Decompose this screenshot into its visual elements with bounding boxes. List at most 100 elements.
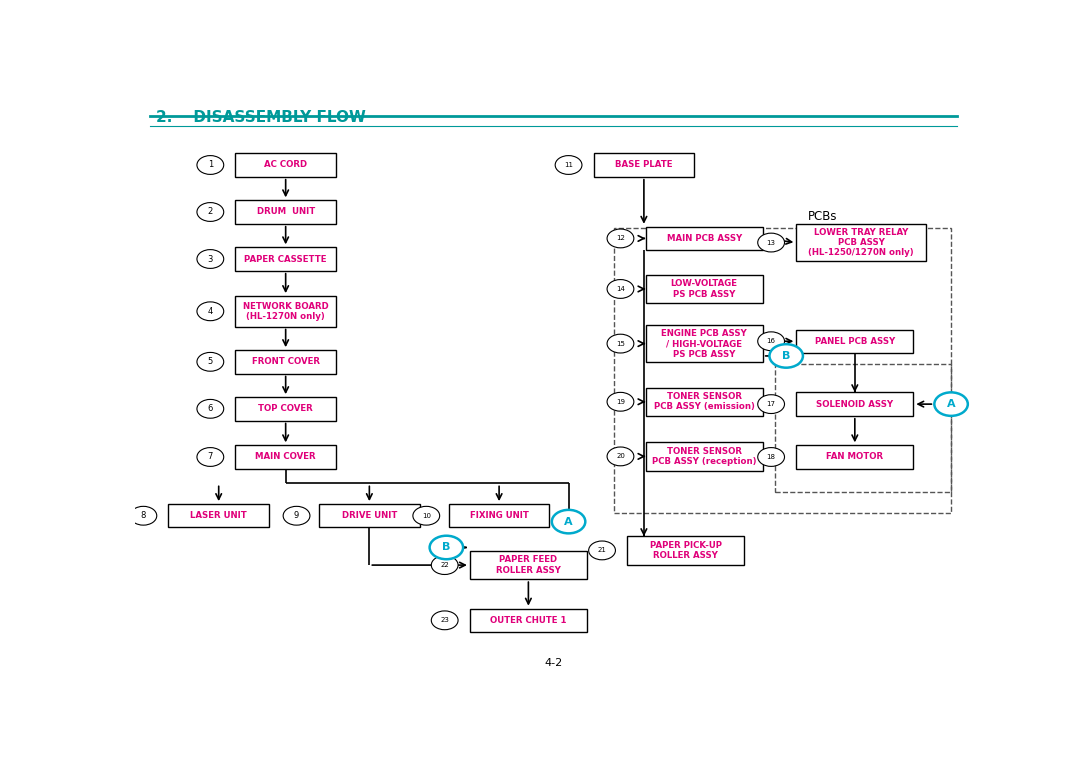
Bar <box>613 228 951 513</box>
Text: PAPER FEED
ROLLER ASSY: PAPER FEED ROLLER ASSY <box>496 555 561 575</box>
Text: 8: 8 <box>140 511 146 520</box>
Circle shape <box>607 229 634 248</box>
Circle shape <box>758 448 784 466</box>
Text: 7: 7 <box>207 452 213 462</box>
Text: PAPER CASSETTE: PAPER CASSETTE <box>244 255 327 263</box>
Circle shape <box>430 536 463 559</box>
Circle shape <box>197 156 224 175</box>
Text: 2: 2 <box>207 208 213 217</box>
Text: FAN MOTOR: FAN MOTOR <box>826 452 883 462</box>
Text: 4: 4 <box>207 307 213 316</box>
Circle shape <box>555 156 582 175</box>
Text: 4-2: 4-2 <box>544 658 563 668</box>
Bar <box>646 443 762 471</box>
Text: 12: 12 <box>616 236 625 241</box>
Text: 5: 5 <box>207 357 213 366</box>
Text: 2.    DISASSEMBLY FLOW: 2. DISASSEMBLY FLOW <box>156 111 366 125</box>
Text: OUTER CHUTE 1: OUTER CHUTE 1 <box>490 616 567 625</box>
Text: TOP COVER: TOP COVER <box>258 404 313 414</box>
Text: 19: 19 <box>616 399 625 404</box>
Text: TONER SENSOR
PCB ASSY (emission): TONER SENSOR PCB ASSY (emission) <box>653 392 755 411</box>
Text: LOW-VOLTAGE
PS PCB ASSY: LOW-VOLTAGE PS PCB ASSY <box>671 279 738 298</box>
Circle shape <box>283 507 310 525</box>
Text: A: A <box>947 399 956 409</box>
Circle shape <box>758 233 784 252</box>
Text: PANEL PCB ASSY: PANEL PCB ASSY <box>814 336 895 346</box>
Text: FIXING UNIT: FIXING UNIT <box>470 511 528 520</box>
Bar <box>627 536 744 565</box>
Bar <box>796 392 914 416</box>
Circle shape <box>197 250 224 269</box>
Text: BASE PLATE: BASE PLATE <box>616 160 673 169</box>
Text: 15: 15 <box>616 340 625 346</box>
Circle shape <box>413 507 440 525</box>
Text: TONER SENSOR
PCB ASSY (reception): TONER SENSOR PCB ASSY (reception) <box>652 446 756 466</box>
Text: LOWER TRAY RELAY
PCB ASSY
(HL-1250/1270N only): LOWER TRAY RELAY PCB ASSY (HL-1250/1270N… <box>808 227 914 257</box>
Text: 11: 11 <box>564 162 573 168</box>
Bar <box>235 350 336 374</box>
Circle shape <box>197 399 224 418</box>
Text: B: B <box>442 542 450 552</box>
Text: A: A <box>564 517 572 526</box>
Text: DRUM  UNIT: DRUM UNIT <box>257 208 314 217</box>
Circle shape <box>607 447 634 465</box>
Text: 23: 23 <box>441 617 449 623</box>
Bar <box>235 296 336 327</box>
Bar <box>235 446 336 468</box>
Bar <box>470 551 588 579</box>
Text: MAIN PCB ASSY: MAIN PCB ASSY <box>666 234 742 243</box>
Bar <box>796 330 914 353</box>
Text: 17: 17 <box>767 401 775 407</box>
Circle shape <box>197 302 224 320</box>
Text: 6: 6 <box>207 404 213 414</box>
Bar <box>235 397 336 420</box>
Circle shape <box>431 611 458 629</box>
Circle shape <box>934 392 968 416</box>
Circle shape <box>607 392 634 411</box>
Circle shape <box>769 344 802 368</box>
Text: PCBs: PCBs <box>808 210 838 223</box>
Bar <box>235 247 336 271</box>
Text: B: B <box>782 351 791 361</box>
Bar <box>646 227 762 250</box>
Circle shape <box>758 394 784 414</box>
Bar <box>594 153 694 177</box>
Text: 9: 9 <box>294 511 299 520</box>
Bar <box>796 446 914 468</box>
Bar <box>320 504 419 527</box>
Circle shape <box>607 279 634 298</box>
Text: 3: 3 <box>207 255 213 263</box>
Bar <box>449 504 550 527</box>
Text: 20: 20 <box>616 453 625 459</box>
Bar <box>775 364 951 492</box>
Circle shape <box>197 353 224 372</box>
Circle shape <box>589 541 616 560</box>
Circle shape <box>197 203 224 221</box>
Text: DRIVE UNIT: DRIVE UNIT <box>341 511 397 520</box>
Circle shape <box>130 507 157 525</box>
Text: NETWORK BOARD
(HL-1270N only): NETWORK BOARD (HL-1270N only) <box>243 301 328 321</box>
Text: 14: 14 <box>616 286 625 292</box>
Text: 10: 10 <box>422 513 431 519</box>
Bar <box>646 325 762 362</box>
Circle shape <box>552 510 585 533</box>
Text: 18: 18 <box>767 454 775 460</box>
Circle shape <box>197 448 224 466</box>
Text: PAPER PICK-UP
ROLLER ASSY: PAPER PICK-UP ROLLER ASSY <box>650 541 721 560</box>
Bar <box>646 388 762 416</box>
Bar <box>470 609 588 632</box>
Text: 1: 1 <box>207 160 213 169</box>
Bar <box>235 200 336 224</box>
Bar <box>796 224 926 261</box>
Text: MAIN COVER: MAIN COVER <box>255 452 316 462</box>
Bar <box>168 504 269 527</box>
Circle shape <box>431 555 458 575</box>
Bar <box>646 275 762 303</box>
Text: ENGINE PCB ASSY
/ HIGH-VOLTAGE
PS PCB ASSY: ENGINE PCB ASSY / HIGH-VOLTAGE PS PCB AS… <box>661 329 747 359</box>
Text: 16: 16 <box>767 338 775 344</box>
Text: 21: 21 <box>597 547 607 553</box>
Bar <box>235 153 336 177</box>
Circle shape <box>758 332 784 351</box>
Circle shape <box>607 334 634 353</box>
Text: AC CORD: AC CORD <box>265 160 307 169</box>
